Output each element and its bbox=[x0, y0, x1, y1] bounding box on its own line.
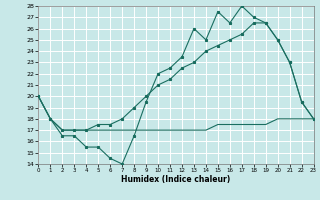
X-axis label: Humidex (Indice chaleur): Humidex (Indice chaleur) bbox=[121, 175, 231, 184]
